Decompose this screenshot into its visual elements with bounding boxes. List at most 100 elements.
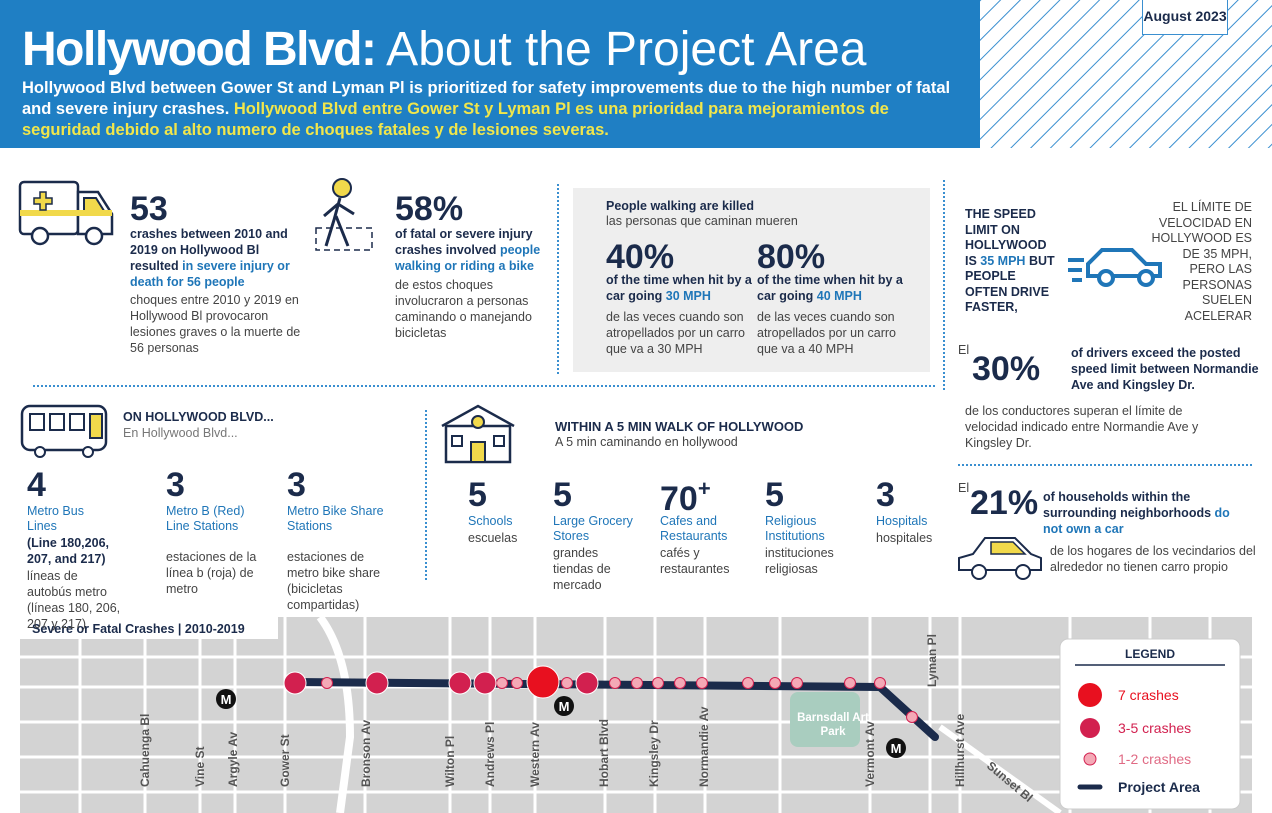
street-label: Lyman Pl [925, 634, 939, 687]
crash-medium [473, 671, 497, 695]
street-label: Andrews Pl [483, 722, 497, 787]
crash-small [496, 677, 508, 689]
crash-small [874, 677, 886, 689]
crash-small [511, 677, 523, 689]
legend-swatch [1080, 718, 1100, 738]
speed-box [573, 188, 930, 372]
divider [958, 464, 1252, 466]
transit-number: 3 [166, 466, 185, 504]
walking-text-es: de estos choques involucraron a personas… [395, 278, 532, 340]
legend-label: 1-2 crashes [1118, 751, 1191, 767]
car-icon [958, 537, 1042, 580]
walk-number: 3 [876, 478, 895, 512]
divider [943, 180, 945, 390]
speed-number: 40% [606, 238, 675, 276]
speeding-detail-es: de los conductores superan el límite de … [965, 404, 1199, 450]
legend-swatch [1078, 683, 1102, 707]
hatch [980, 0, 1272, 148]
map-title: Severe or Fatal Crashes | 2010-2019 [32, 622, 245, 636]
metro-label: M [559, 699, 570, 714]
number: 5 [765, 476, 784, 514]
number: 5 [553, 476, 572, 514]
highlight: people walking or riding a bike [395, 243, 541, 273]
transit-label: Metro B (Red) Line Stations [166, 504, 245, 533]
text: of the time when hit by a car going [757, 273, 903, 303]
crash-small [652, 677, 664, 689]
text-end: BUT PEOPLE OFTEN DRIVE FASTER, [965, 253, 1055, 315]
walking-text: of fatal or severe injury crashes involv… [395, 226, 545, 274]
metro-marker [216, 689, 236, 709]
walk-label-es: hospitales [876, 531, 933, 545]
walk-label: Cafes and Restaurants [660, 514, 728, 543]
transit-heading: ON HOLLYWOOD BLVD... [123, 410, 274, 424]
highlight: in severe injury or death for 56 people [130, 259, 290, 289]
walk-label-es: escuelas [468, 531, 518, 545]
street-label: Argyle Av [226, 732, 240, 787]
walk-number: 70+ [660, 478, 711, 518]
transit-detail: (Line 180,206, 207, and 217) [27, 536, 109, 566]
metro-label: M [891, 741, 902, 756]
ambulance-icon [18, 180, 114, 246]
speeding-text: THE SPEED LIMIT ON HOLLYWOOD IS 35 MPH B… [965, 207, 1057, 316]
walk-label-es: cafés y restaurantes [660, 546, 730, 576]
crashes-text: crashes between 2010 and 2019 on Hollywo… [130, 226, 300, 290]
title-light: About the Project Area [386, 23, 867, 76]
legend-swatch [1083, 752, 1097, 766]
speeding-detail: of drivers exceed the posted speed limit… [1071, 346, 1259, 392]
crash-small [742, 677, 754, 689]
street-label: Western Av [528, 722, 542, 787]
speed-text: of the time when hit by a car going 30 M… [606, 272, 756, 304]
households-number: 21% [970, 484, 1039, 522]
speed-text-es: de las veces cuando son atropellados por… [606, 310, 745, 356]
text: of fatal or severe injury crashes involv… [395, 227, 533, 257]
speed-heading-es: las personas que caminan mueren [606, 214, 798, 228]
metro-label: M [221, 692, 232, 707]
divider [425, 410, 427, 580]
crash-small [631, 677, 643, 689]
crash-medium [575, 671, 599, 695]
metro-marker [554, 696, 574, 716]
highlight: do not own a car [1043, 506, 1230, 536]
number: 5 [468, 476, 487, 514]
header-band [0, 0, 980, 148]
street-label: Vine St [193, 747, 207, 787]
speed-number: 80% [757, 238, 826, 276]
number: 70 [660, 480, 698, 518]
title: Hollywood Blvd: About the Project Area [22, 22, 866, 78]
walking-number: 58% [395, 190, 464, 228]
crash-small [769, 677, 781, 689]
highlight: 40 MPH [816, 289, 862, 303]
walk-label: Religious Institutions [765, 514, 825, 543]
highlight: 30 MPH [665, 289, 711, 303]
transit-number: 3 [287, 466, 306, 504]
car-icon [1068, 248, 1162, 287]
street-label: Bronson Av [359, 720, 373, 787]
crashes-number: 53 [130, 190, 168, 228]
walk-number: 5 [468, 478, 487, 512]
map: Severe or Fatal Crashes | 2010-2019 Barn… [20, 617, 1252, 813]
transit-number: 4 [27, 466, 46, 504]
households-text-es: de los hogares de los vecindarios del al… [1050, 544, 1256, 574]
pedestrian-icon [315, 178, 373, 251]
speed-text-es: de las veces cuando son atropellados por… [757, 310, 896, 356]
transit-heading-es: En Hollywood Blvd... [123, 426, 238, 440]
prefix-es: El [958, 481, 970, 495]
bus-icon [20, 404, 108, 458]
speed-heading: People walking are killed [606, 199, 754, 213]
crash-small [561, 677, 573, 689]
intro-en: Hollywood Blvd between Gower St and Lyma… [22, 79, 951, 118]
transit-label-es: líneas de autobús metro (líneas 180, 206… [27, 569, 121, 631]
text: THE SPEED LIMIT ON HOLLYWOOD IS [965, 207, 1047, 268]
street-label: Vermont Av [863, 721, 877, 787]
speed-text: of the time when hit by a car going 40 M… [757, 272, 907, 304]
walk-label: Hospitals [876, 514, 928, 528]
crash-small [609, 677, 621, 689]
walk-heading: WITHIN A 5 MIN WALK OF HOLLYWOOD [555, 419, 804, 434]
street-label: Cahuenga Bl [138, 714, 152, 787]
walk-label: Large Grocery Stores [553, 514, 633, 543]
highlight: 35 MPH [980, 253, 1026, 268]
title-bold: Hollywood Blvd: [22, 23, 377, 76]
street-label: Wilton Pl [443, 736, 457, 787]
text: of households within the surrounding nei… [1043, 490, 1212, 520]
